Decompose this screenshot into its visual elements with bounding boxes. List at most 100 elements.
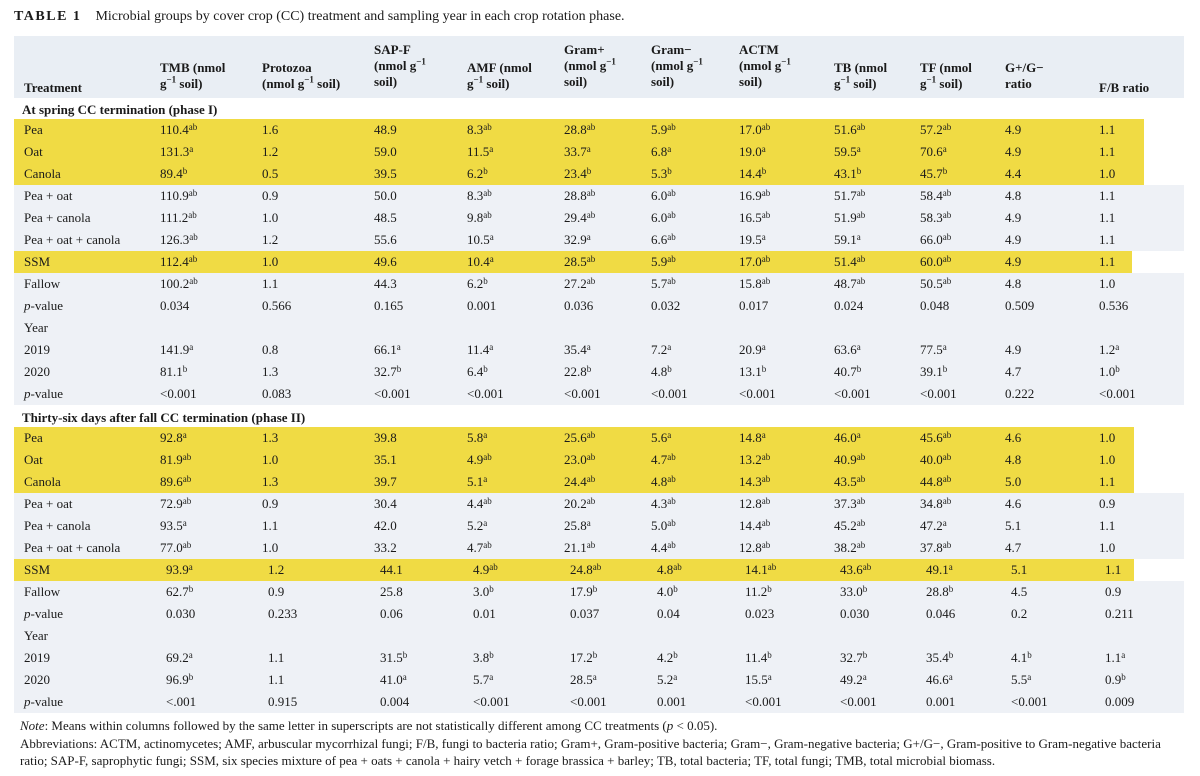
section-title: At spring CC termination (phase I) <box>22 102 218 117</box>
significance-letter: b <box>402 650 408 660</box>
significance-letter: −1 <box>416 56 426 67</box>
significance-letter: −1 <box>166 74 177 85</box>
significance-letter: b <box>667 364 672 374</box>
column-header-7-line-1: (nmol g−1 <box>739 56 791 73</box>
table-cell: 5.1a <box>467 474 488 489</box>
table-cell: 89.4b <box>160 166 188 181</box>
significance-letter: ab <box>592 562 602 572</box>
table-cell: 34.8ab <box>920 496 952 511</box>
table-cell: 1.0 <box>262 452 279 467</box>
significance-letter: ab <box>856 474 866 484</box>
table-cell: 47.2a <box>920 518 947 533</box>
section-title: Thirty-six days after fall CC terminatio… <box>22 410 306 425</box>
table-cell: 4.5 <box>1011 584 1028 599</box>
table-cell: 4.6 <box>1005 430 1022 445</box>
table-cell: 10.5a <box>467 232 494 247</box>
table-cell: 58.3ab <box>920 210 952 225</box>
significance-letter: a <box>667 144 672 154</box>
significance-letter: ab <box>942 474 952 484</box>
table-cell: 6.0ab <box>651 210 676 225</box>
table-cell: 17.0ab <box>739 122 771 137</box>
table-cell: 0.5 <box>262 166 279 181</box>
table-cell: 5.1 <box>1011 562 1028 577</box>
column-header-11-line-0: F/B ratio <box>1099 80 1150 95</box>
table-cell: 35.1 <box>374 452 397 467</box>
significance-letter: ab <box>182 474 192 484</box>
table-cell: 51.4ab <box>834 254 866 269</box>
table-cell: 9.8ab <box>467 210 492 225</box>
table-cell: 0.165 <box>374 298 404 313</box>
table-cell: 25.8 <box>380 584 403 599</box>
table-cell: 5.2a <box>467 518 488 533</box>
table-cell: 40.7b <box>834 364 862 379</box>
table-cell: 39.1b <box>920 364 948 379</box>
significance-letter: b <box>673 650 678 660</box>
table-cell: 1.1 <box>1105 562 1122 577</box>
significance-letter: −1 <box>473 74 484 85</box>
table-cell: 5.5a <box>1011 672 1032 687</box>
row-label: p-value <box>24 606 63 621</box>
table-cell: 1.3 <box>262 430 279 445</box>
significance-letter: b <box>483 166 488 176</box>
significance-letter: a <box>767 672 772 682</box>
row-label: Oat <box>24 144 43 159</box>
column-header-6-line-2: soil) <box>651 74 675 89</box>
table-cell: <0.001 <box>920 386 957 401</box>
table-cell: 4.9 <box>1005 122 1022 137</box>
table-cell: 0.9 <box>262 188 279 203</box>
significance-letter: ab <box>761 254 771 264</box>
table-cell: 5.0ab <box>651 518 676 533</box>
table-cell: 4.9 <box>1005 144 1022 159</box>
significance-letter: ab <box>667 518 676 528</box>
significance-letter: a <box>188 562 193 572</box>
table-cell: <0.001 <box>473 694 510 709</box>
row-label: Canola <box>24 166 61 181</box>
table-cell: 1.0 <box>262 540 279 555</box>
table-cell: 16.9ab <box>739 188 771 203</box>
column-header-4-line-0: AMF (nmol <box>467 60 532 75</box>
row-highlight <box>14 119 1144 141</box>
significance-letter: −1 <box>926 74 937 85</box>
row-label: p-value <box>24 298 63 313</box>
significance-letter: b <box>948 584 954 594</box>
table-cell: 28.8ab <box>564 188 596 203</box>
table-cell: 0.9b <box>1105 672 1126 687</box>
table-cell: 4.9ab <box>467 452 492 467</box>
table-cell: 92.8a <box>160 430 187 445</box>
table-cell: 77.0ab <box>160 540 192 555</box>
table-cell: 0.566 <box>262 298 292 313</box>
column-header-6-line-1: (nmol g−1 <box>651 56 703 73</box>
table-cell: 46.0a <box>834 430 861 445</box>
row-shading <box>14 185 1184 207</box>
significance-letter: ab <box>942 232 952 242</box>
significance-letter: a <box>483 518 488 528</box>
significance-letter: ab <box>761 210 771 220</box>
table-cell: 4.4 <box>1005 166 1022 181</box>
significance-letter: ab <box>667 474 676 484</box>
table-cell: 35.4b <box>926 650 954 665</box>
table-cell: 39.5 <box>374 166 397 181</box>
caption-text: Microbial groups by cover crop (CC) trea… <box>95 9 625 24</box>
table-cell: 0.036 <box>564 298 594 313</box>
table-cell: 6.2b <box>467 276 488 291</box>
significance-letter: −1 <box>781 56 791 67</box>
table-cell: 0.211 <box>1105 606 1134 621</box>
significance-letter: b <box>592 584 598 594</box>
significance-letter: ab <box>483 122 492 132</box>
table-cell: 51.9ab <box>834 210 866 225</box>
significance-letter: a <box>483 430 488 440</box>
table-cell: 1.0 <box>262 210 279 225</box>
table-cell: 28.8b <box>926 584 954 599</box>
significance-letter: ab <box>942 452 952 462</box>
table-cell: 33.0b <box>840 584 868 599</box>
table-cell: 17.0ab <box>739 254 771 269</box>
table-cell: 6.4b <box>467 364 488 379</box>
table-cell: 4.9 <box>1005 232 1022 247</box>
table-cell: 39.7 <box>374 474 397 489</box>
note-text: : Means within columns followed by the s… <box>44 718 667 733</box>
significance-letter: b <box>767 584 772 594</box>
table-cell: <0.001 <box>840 694 877 709</box>
column-header-1-line-0: TMB (nmol <box>160 60 226 75</box>
significance-letter: b <box>862 584 868 594</box>
table-cell: 4.9 <box>1005 342 1022 357</box>
